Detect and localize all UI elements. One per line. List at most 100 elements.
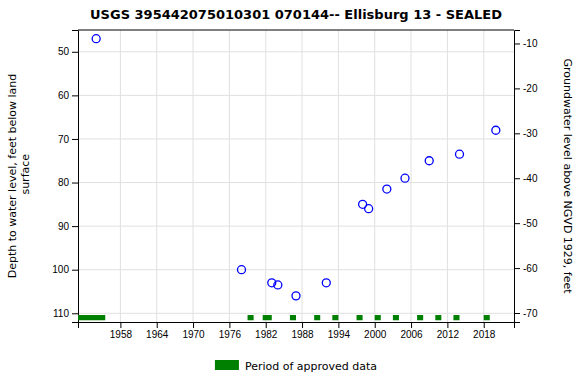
x-axis-tick-mark bbox=[157, 322, 158, 328]
x-axis-tick-label: 1964 bbox=[146, 329, 169, 340]
y2-axis-tick: -60 bbox=[514, 263, 538, 274]
y2-axis-tick-mark bbox=[514, 88, 520, 89]
y-axis-tick: 60 bbox=[58, 90, 78, 101]
point bbox=[238, 266, 246, 274]
x-axis-tick-label: 2006 bbox=[400, 329, 423, 340]
approved-period bbox=[314, 315, 320, 320]
approved-period bbox=[248, 315, 254, 320]
x-axis: 1958 1964 1970 1976 1982 1988 1994 2000 2006 2012… bbox=[79, 322, 515, 340]
grid-line-x bbox=[411, 30, 412, 322]
y-axis-tick-mark bbox=[72, 139, 78, 140]
grid-line-x bbox=[229, 30, 230, 322]
grid-line-x bbox=[156, 30, 157, 322]
legend: Period of approved data bbox=[215, 360, 377, 373]
x-axis-tick-label: 1988 bbox=[291, 329, 314, 340]
frame-top bbox=[78, 30, 514, 31]
y-axis-title: Depth to water level, feet below land su… bbox=[6, 74, 32, 279]
approved-period bbox=[357, 315, 363, 320]
title: USGS 395442075010301 070144-- Ellisburg … bbox=[90, 7, 502, 22]
y2-axis-tick: -10 bbox=[514, 38, 538, 49]
approved-period bbox=[435, 315, 441, 320]
approved-period bbox=[78, 315, 105, 320]
grid-line-y bbox=[78, 226, 514, 227]
y-axis-tick-mark bbox=[72, 226, 78, 227]
x-axis-tick-mark bbox=[266, 322, 267, 328]
x-axis-tick: 1958 bbox=[110, 322, 133, 340]
grid-line-y bbox=[78, 313, 514, 314]
y2-axis-tick-label: -40 bbox=[523, 173, 538, 184]
approved-period bbox=[290, 315, 296, 320]
y2-axis-tick-label: -60 bbox=[523, 263, 538, 274]
x-axis-tick-label: 2012 bbox=[437, 329, 460, 340]
y-axis-tick-mark bbox=[72, 95, 78, 96]
x-axis-tick-mark bbox=[411, 322, 412, 328]
points bbox=[92, 35, 500, 300]
point bbox=[92, 35, 100, 43]
y2-axis-tick: -20 bbox=[514, 83, 538, 94]
approved-period bbox=[393, 315, 399, 320]
x-axis-tick-label: 1976 bbox=[219, 329, 242, 340]
y-axis-tick: 100 bbox=[52, 264, 78, 275]
y-axis-tick-mark bbox=[72, 183, 78, 184]
approved-period bbox=[484, 315, 490, 320]
y2-axis-tick-mark bbox=[514, 313, 520, 314]
y2-axis: -10-20-30-40-50-60-70 bbox=[514, 31, 538, 323]
y-axis-line bbox=[72, 31, 79, 323]
x-axis-tick-mark bbox=[120, 322, 121, 328]
grid-line-x bbox=[302, 30, 303, 322]
x-axis-tick-mark bbox=[375, 322, 376, 328]
y2-axis-tick-mark bbox=[514, 43, 520, 44]
y-axis-tick-mark bbox=[72, 52, 78, 53]
grid-line-x bbox=[338, 30, 339, 322]
legend-swatch bbox=[215, 360, 239, 370]
y-axis-tick-label: 80 bbox=[58, 177, 70, 188]
grid-line-x bbox=[120, 30, 121, 322]
x-axis-tick-label: 1958 bbox=[110, 329, 133, 340]
grid-line-x bbox=[447, 30, 448, 322]
y-axis-tick: 110 bbox=[53, 308, 78, 319]
point bbox=[274, 281, 282, 289]
y2-axis-tick-mark bbox=[514, 178, 520, 179]
x-axis-tick: 2012 bbox=[437, 322, 460, 340]
point bbox=[425, 157, 433, 165]
grid-line-x bbox=[374, 30, 375, 322]
x-axis-tick: 1964 bbox=[146, 322, 169, 340]
point bbox=[292, 292, 300, 300]
approved-period bbox=[417, 315, 423, 320]
x-axis-tick: 1988 bbox=[291, 322, 314, 340]
x-axis-tick: 1970 bbox=[182, 322, 205, 340]
point bbox=[322, 279, 330, 287]
approved-periods bbox=[78, 315, 490, 320]
y2-axis-tick: -50 bbox=[514, 218, 538, 229]
x-axis-tick-mark bbox=[193, 322, 194, 328]
grid-line-y bbox=[78, 182, 514, 183]
point bbox=[401, 174, 409, 182]
x-axis-tick: 2018 bbox=[473, 322, 496, 340]
y-axis-tick-label: 50 bbox=[58, 46, 70, 57]
y2-axis-title: Groundwater level above NGVD 1929, feet bbox=[561, 58, 574, 294]
y-axis-tick: 80 bbox=[58, 177, 78, 188]
point bbox=[492, 126, 500, 134]
x-axis-tick-mark bbox=[338, 322, 339, 328]
y2-axis-tick-label: -20 bbox=[523, 83, 538, 94]
x-axis-tick-label: 2018 bbox=[473, 329, 496, 340]
legend-label: Period of approved data bbox=[245, 360, 377, 373]
approved-period bbox=[375, 315, 381, 320]
y-axis-tick-mark bbox=[72, 313, 78, 314]
grid-line-x bbox=[193, 30, 194, 322]
x-axis-tick: 1994 bbox=[328, 322, 351, 340]
y-axis-tick-label: 70 bbox=[58, 134, 70, 145]
chart: 1958 1964 1970 1976 1982 1988 1994 2000 2006 2012… bbox=[0, 0, 576, 384]
grid-line-y bbox=[78, 51, 514, 52]
point bbox=[383, 185, 391, 193]
x-axis-tick: 2000 bbox=[364, 322, 387, 340]
point bbox=[456, 150, 464, 158]
point bbox=[365, 205, 373, 213]
y2-axis-tick-mark bbox=[514, 268, 520, 269]
x-axis-tick-mark bbox=[302, 322, 303, 328]
x-axis-tick-label: 1994 bbox=[328, 329, 351, 340]
y2-axis-tick-label: -70 bbox=[523, 308, 538, 319]
grid-line-y bbox=[78, 269, 514, 270]
x-axis-tick-label: 1982 bbox=[255, 329, 278, 340]
y2-axis-tick-label: -50 bbox=[523, 218, 538, 229]
